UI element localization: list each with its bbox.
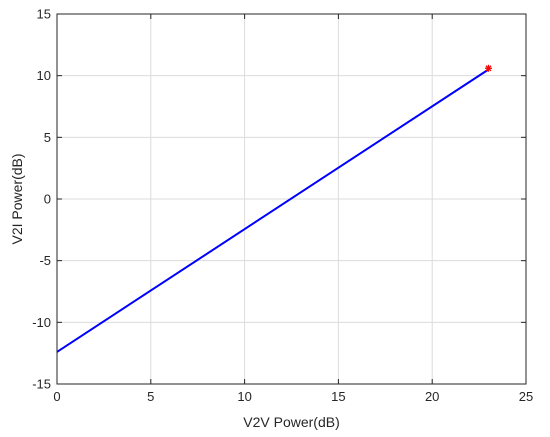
- y-tick-label: -5: [39, 253, 51, 268]
- y-axis-label: V2I Power(dB): [9, 153, 25, 244]
- y-tick-labels: -15 -10 -5 0 5 10 15: [32, 7, 51, 392]
- x-tick-label: 10: [237, 389, 251, 404]
- asterisk-stroke: [485, 65, 492, 72]
- x-tick-label: 0: [53, 389, 60, 404]
- x-tick-label: 20: [425, 389, 439, 404]
- x-tick-label: 15: [331, 389, 345, 404]
- series-line: [56, 68, 490, 353]
- y-tick-label: 5: [44, 130, 51, 145]
- y-tick-label: 15: [37, 7, 51, 22]
- x-tick-labels: 0 5 10 15 20 25: [53, 389, 533, 404]
- series-layer: [56, 64, 492, 353]
- x-tick-label: 5: [147, 389, 154, 404]
- endpoint-asterisk-marker: [484, 64, 492, 72]
- y-tick-label: 0: [44, 192, 51, 207]
- x-axis-label: V2V Power(dB): [243, 414, 339, 430]
- tick-marks: [56, 13, 527, 385]
- y-tick-label: 10: [37, 68, 51, 83]
- y-tick-label: -15: [32, 377, 51, 392]
- y-tick-label: -10: [32, 315, 51, 330]
- x-tick-label: 25: [519, 389, 533, 404]
